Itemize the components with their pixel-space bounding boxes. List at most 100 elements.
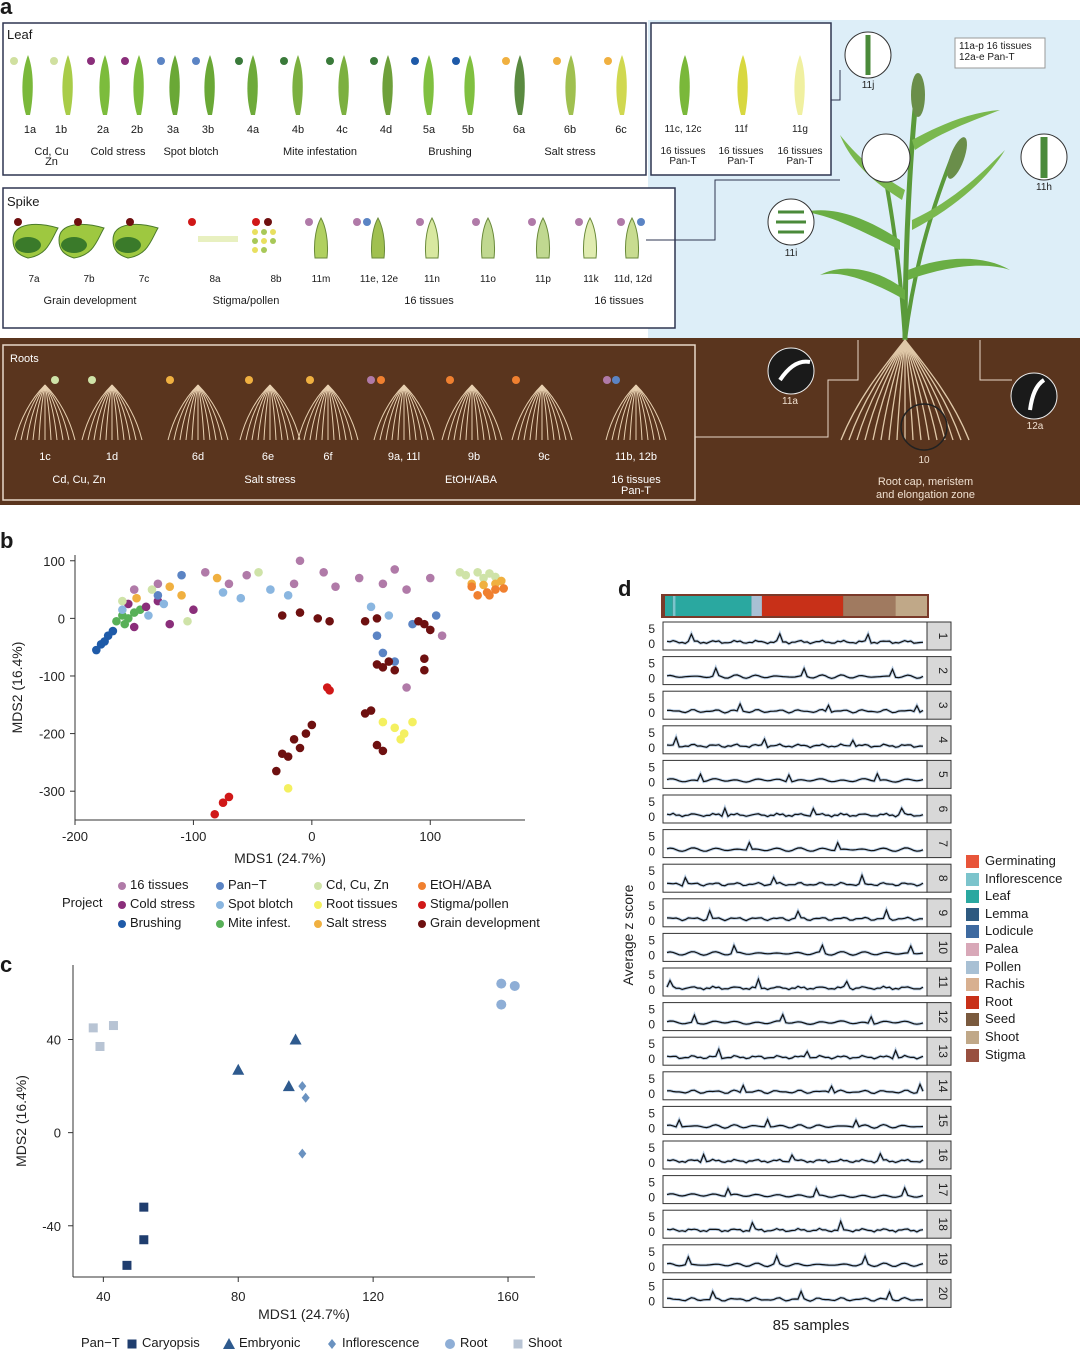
legend-swatch	[118, 900, 126, 909]
root-icon	[629, 384, 637, 441]
legend-swatch	[966, 907, 979, 921]
root-group-label: EtOH/ABA	[445, 474, 497, 486]
data-point	[372, 740, 382, 750]
root-icon	[32, 384, 46, 441]
data-point	[95, 1041, 105, 1051]
data-point	[360, 709, 370, 718]
root-icon	[111, 384, 119, 441]
profile-line	[666, 806, 924, 818]
root-icon	[251, 384, 271, 441]
root-icon	[541, 384, 549, 441]
data-point	[289, 1033, 302, 1045]
profile-line	[666, 632, 924, 645]
cluster-panel	[662, 656, 928, 686]
leaf-sample-label: 6b	[563, 124, 577, 136]
sample-dot	[280, 57, 288, 65]
sample-dot	[617, 218, 625, 226]
panel-a-figure	[0, 20, 1080, 505]
profile-line	[666, 1152, 924, 1164]
leaf-sample-label: 2b	[130, 124, 144, 136]
profile-line	[666, 977, 924, 991]
x-tick-label: 160	[497, 1289, 519, 1304]
main-root-strand	[896, 339, 906, 441]
root-icon	[465, 384, 473, 441]
root-icon	[111, 384, 143, 441]
leaf-sample-label: 2a	[96, 124, 110, 136]
legend-item: Palea	[966, 941, 1018, 957]
data-point	[378, 746, 388, 756]
legend-label: Inflorescence	[985, 870, 1063, 886]
y-axis-label: MDS2 (16.4%)	[9, 642, 25, 734]
cluster-label: 5	[936, 771, 950, 778]
y-tick-label: 0	[648, 879, 655, 893]
root-group-label: Cd, Cu, Zn	[52, 474, 106, 486]
y-tick-label: 5	[648, 864, 655, 878]
leaf-group-label: Cold stress	[90, 146, 146, 158]
root-sample-label: 6e	[261, 451, 275, 463]
root-icon	[379, 384, 405, 441]
sample-dot	[166, 376, 174, 384]
data-point	[129, 622, 139, 632]
x-axis-label: MDS1 (24.7%)	[234, 850, 326, 866]
sample-dot	[452, 57, 460, 65]
root-icon	[327, 384, 347, 441]
legend-item: EtOH/ABA	[418, 877, 491, 892]
cluster-strip	[926, 967, 952, 997]
data-point	[384, 657, 394, 666]
spike-sample-label: 7c	[138, 274, 150, 285]
legend-marker	[223, 1337, 235, 1349]
root-icon	[471, 384, 479, 441]
sample-dot	[126, 218, 134, 226]
leaf-blade-icon	[794, 55, 805, 115]
sample-dot	[446, 376, 454, 384]
root-icon	[93, 384, 113, 441]
legend-label: Shoot	[528, 1335, 562, 1350]
plant-callout-label: 11j	[861, 80, 875, 91]
data-point	[325, 616, 334, 626]
leaf-group-label: Mite infestation	[283, 146, 357, 158]
legend-marker	[513, 1339, 523, 1349]
data-point	[266, 585, 275, 594]
data-point	[473, 591, 482, 600]
spike-sample-label: 7b	[83, 274, 95, 285]
cluster-panel	[662, 725, 928, 755]
sample-dot	[235, 57, 243, 65]
root-icon	[197, 384, 217, 441]
pan-group-label: 16 tissues Pan-T	[777, 146, 823, 167]
y-tick-label: 0	[58, 611, 65, 626]
sample-annotation-segment	[672, 596, 676, 616]
legend-swatch	[118, 919, 126, 928]
data-point	[141, 602, 151, 612]
leaf-blade-icon	[338, 55, 349, 115]
leaf-blade-icon	[22, 55, 33, 115]
cluster-strip	[926, 932, 952, 962]
leaf-group-label: Cd, Cu Zn	[34, 146, 69, 168]
legend-label: Cd, Cu, Zn	[326, 877, 389, 892]
leaf-blade-icon	[565, 55, 576, 115]
legend-marker	[445, 1338, 455, 1349]
legend-label: Pan−T	[228, 877, 267, 892]
panel-c-letter: c	[0, 952, 13, 977]
main-root-strand	[904, 339, 922, 441]
cluster-panel	[662, 1105, 928, 1135]
root-icon	[303, 384, 329, 441]
data-point	[123, 614, 133, 623]
legend-swatch	[966, 890, 979, 904]
root-icon	[541, 384, 561, 441]
legend-swatch	[445, 1338, 455, 1349]
data-point	[132, 593, 141, 603]
cluster-panel	[662, 1244, 928, 1274]
data-point	[307, 720, 317, 730]
cluster-panel	[662, 759, 928, 789]
main-root-strand	[856, 339, 906, 441]
y-axis-label: MDS2 (16.4%)	[13, 1075, 29, 1167]
legend-item: Lodicule	[966, 923, 1033, 939]
pollen-icon	[252, 229, 258, 235]
cluster-strip	[926, 1071, 952, 1101]
cluster-panel	[662, 621, 928, 651]
root-icon	[20, 384, 46, 441]
data-point	[372, 614, 382, 623]
root-icon	[269, 384, 301, 441]
data-point	[277, 611, 287, 620]
sample-dot	[264, 218, 272, 226]
